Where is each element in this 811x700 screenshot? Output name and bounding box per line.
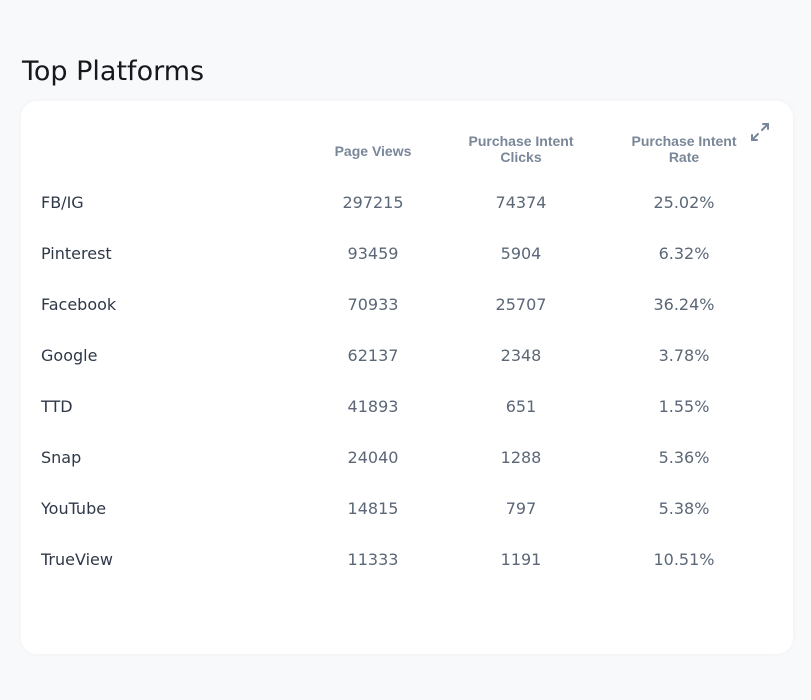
header-clicks-line2: Clicks: [500, 149, 542, 165]
page-views-value: 24040: [347, 448, 399, 467]
expand-button[interactable]: [749, 121, 771, 143]
clicks-value: 2348: [500, 346, 542, 365]
table-row: TrueView 11333 1191 10.51%: [21, 534, 793, 585]
rate-value: 25.02%: [653, 193, 715, 212]
header-page-views[interactable]: Page Views: [303, 143, 443, 159]
header-purchase-intent-clicks[interactable]: Purchase Intent Clicks: [451, 133, 591, 165]
header-rate-line2: Rate: [668, 149, 700, 165]
platform-name: YouTube: [41, 499, 107, 518]
page-views-value: 70933: [347, 295, 399, 314]
platform-name: FB/IG: [41, 193, 84, 212]
rate-value: 36.24%: [653, 295, 715, 314]
table-row: FB/IG 297215 74374 25.02%: [21, 177, 793, 228]
header-purchase-intent-rate[interactable]: Purchase Intent Rate: [614, 133, 754, 165]
clicks-value: 1191: [500, 550, 542, 569]
page-views-value: 14815: [347, 499, 399, 518]
header-clicks-line1: Purchase Intent: [468, 133, 574, 149]
top-platforms-card: Page Views Purchase Intent Clicks Purcha…: [21, 101, 793, 654]
table-row: Google 62137 2348 3.78%: [21, 330, 793, 381]
clicks-value: 651: [505, 397, 537, 416]
platform-name: Google: [41, 346, 98, 365]
clicks-value: 1288: [500, 448, 542, 467]
clicks-value: 25707: [495, 295, 547, 314]
rate-value: 3.78%: [658, 346, 710, 365]
table-row: Snap 24040 1288 5.36%: [21, 432, 793, 483]
clicks-value: 797: [505, 499, 537, 518]
header-rate-line1: Purchase Intent: [631, 133, 737, 149]
platform-name: Snap: [41, 448, 82, 467]
table-header: Page Views Purchase Intent Clicks Purcha…: [21, 131, 793, 171]
header-page-views-label: Page Views: [334, 143, 412, 159]
page-views-value: 93459: [347, 244, 399, 263]
platform-name: TrueView: [41, 550, 113, 569]
page-views-value: 11333: [347, 550, 399, 569]
expand-icon: [751, 123, 769, 141]
rate-value: 6.32%: [658, 244, 710, 263]
rate-value: 5.38%: [658, 499, 710, 518]
page-views-value: 297215: [342, 193, 404, 212]
clicks-value: 5904: [500, 244, 542, 263]
table-row: Facebook 70933 25707 36.24%: [21, 279, 793, 330]
platform-name: TTD: [41, 397, 73, 416]
rate-value: 1.55%: [658, 397, 710, 416]
rate-value: 10.51%: [653, 550, 715, 569]
table-row: TTD 41893 651 1.55%: [21, 381, 793, 432]
platform-name: Pinterest: [41, 244, 112, 263]
section-title: Top Platforms: [22, 56, 205, 87]
table-row: Pinterest 93459 5904 6.32%: [21, 228, 793, 279]
table-row: YouTube 14815 797 5.38%: [21, 483, 793, 534]
clicks-value: 74374: [495, 193, 547, 212]
page-views-value: 62137: [347, 346, 399, 365]
platform-name: Facebook: [41, 295, 117, 314]
page-views-value: 41893: [347, 397, 399, 416]
rate-value: 5.36%: [658, 448, 710, 467]
